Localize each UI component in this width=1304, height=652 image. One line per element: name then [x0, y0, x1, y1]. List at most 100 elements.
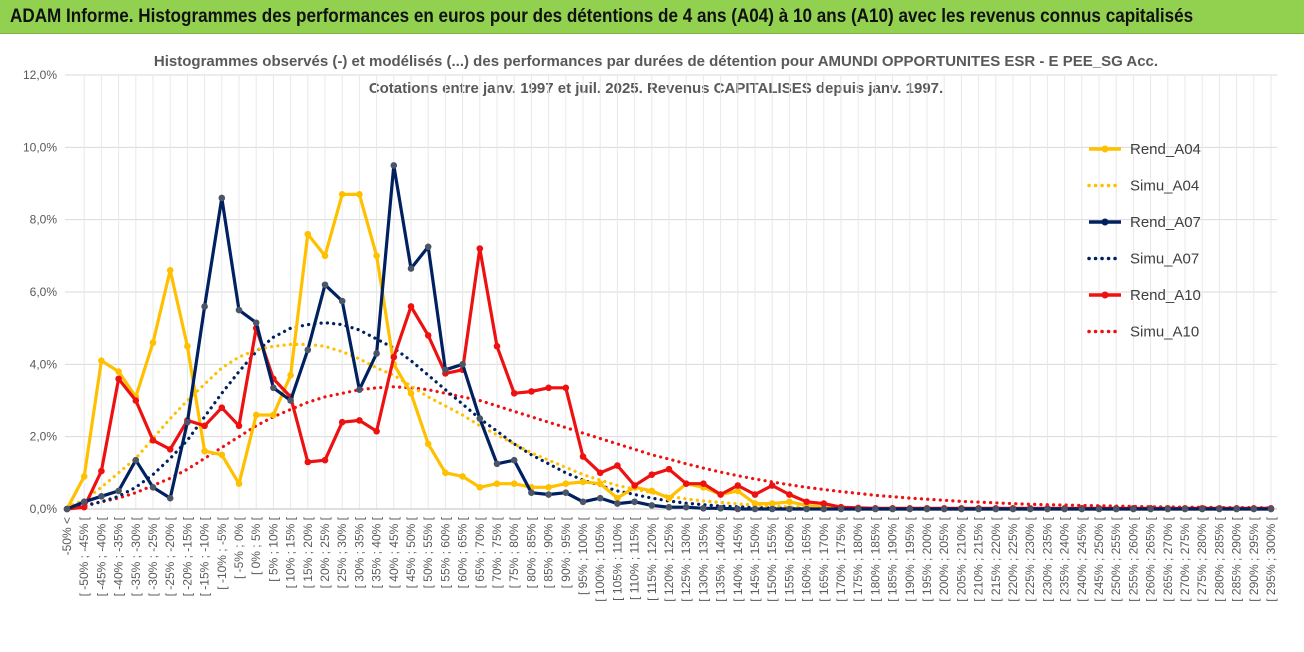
data-point [442, 469, 449, 477]
data-point [768, 482, 776, 489]
data-point [390, 162, 398, 169]
data-point [373, 252, 380, 260]
x-tick-label: [ 25% ; 30% [ [335, 516, 349, 588]
data-point [493, 480, 501, 487]
data-point [1112, 505, 1120, 513]
series-rend-a07 [63, 162, 1275, 513]
data-point [700, 504, 707, 512]
data-point [407, 303, 415, 310]
legend-label: Rend_A07 [1130, 214, 1201, 231]
legend-label: Rend_A04 [1130, 141, 1201, 158]
data-point [132, 397, 140, 404]
x-tick-label: [ 60% ; 65% [ [456, 516, 470, 588]
data-point [166, 267, 174, 274]
data-point [682, 503, 690, 511]
data-point [648, 487, 656, 495]
data-point [115, 487, 122, 495]
y-tick-label: 10,0% [23, 140, 57, 154]
data-point [356, 417, 363, 424]
data-point [1216, 505, 1223, 513]
data-point [442, 366, 449, 374]
data-point [579, 478, 587, 486]
data-point [510, 389, 518, 397]
x-tick-label: [ 205% ; 210% [ [954, 516, 968, 601]
x-tick-label: [ 140% ; 145% [ [731, 516, 745, 601]
x-tick-label: [ 75% ; 80% [ [507, 516, 521, 588]
data-point [63, 505, 71, 513]
x-tick-label: [ -35% ; -30% [ [129, 516, 143, 596]
y-tick-label: 2,0% [30, 430, 58, 444]
data-point [407, 389, 415, 397]
data-point [235, 422, 243, 430]
x-tick-label: [ 120% ; 125% [ [662, 516, 676, 601]
x-tick-label: [ 105% ; 110% [ [610, 516, 624, 600]
y-tick-label: 12,0% [23, 68, 57, 82]
x-tick-label: [ 55% ; 60% [ [438, 516, 452, 588]
data-point [562, 480, 570, 487]
legend-item-simu-a04: Simu_A04 [1087, 178, 1199, 195]
x-axis: -50% <[ -50% ; -45% [[ -45% ; -40% [[ -4… [60, 516, 1278, 601]
y-axis: 0,0% 2,0% 4,0% 6,0% 8,0% 10,0% 12,0% [23, 68, 57, 516]
data-point [631, 482, 638, 489]
data-point [115, 368, 122, 375]
data-point [562, 384, 570, 392]
data-point [820, 500, 828, 507]
data-point [717, 504, 724, 512]
data-point [235, 480, 243, 487]
data-point [1198, 505, 1206, 513]
x-tick-label: [ -45% ; -40% [ [94, 516, 108, 596]
data-point [338, 418, 346, 426]
data-point [854, 505, 862, 513]
chart-title: Histogrammes observés (-) et modélisés (… [154, 53, 1158, 70]
x-tick-label: [ 85% ; 90% [ [542, 516, 556, 588]
data-point [1078, 505, 1086, 513]
data-point [287, 371, 294, 379]
data-point [149, 339, 157, 346]
x-tick-label: [ -5% ; 0% [ [232, 516, 246, 579]
data-point [201, 303, 208, 310]
legend-item-rend-a07: Rend_A07 [1089, 214, 1201, 231]
data-point [717, 491, 724, 498]
data-point [356, 191, 363, 198]
data-point [1009, 505, 1017, 513]
data-point [528, 388, 535, 395]
x-tick-label: [ 145% ; 150% [ [748, 516, 762, 601]
data-point [98, 467, 105, 475]
data-point [338, 191, 346, 198]
x-tick-label: [ 10% ; 15% [ [284, 516, 298, 588]
x-tick-label: [ 280% ; 285% [ [1212, 516, 1226, 601]
data-point [510, 480, 518, 487]
data-point [166, 494, 174, 502]
data-point [906, 505, 914, 513]
data-point [665, 465, 673, 473]
data-point [872, 505, 879, 513]
data-point [80, 473, 88, 480]
data-point [648, 471, 656, 478]
data-point [786, 505, 793, 513]
data-point [614, 462, 621, 469]
x-tick-label: [ 190% ; 195% [ [903, 516, 917, 601]
x-tick-label: [ 125% ; 130% [ [679, 516, 693, 601]
data-point [149, 436, 157, 444]
performance-histogram-chart: Histogrammes observés (-) et modélisés (… [23, 53, 1278, 602]
x-tick-label: [ 40% ; 45% [ [387, 516, 401, 588]
x-tick-label: [ 265% ; 270% [ [1161, 516, 1175, 601]
data-point [545, 484, 552, 491]
x-tick-label: [ 65% ; 70% [ [473, 516, 487, 588]
x-tick-label: [ 285% ; 290% [ [1230, 516, 1244, 601]
legend-marker [1101, 218, 1109, 226]
data-point [459, 473, 466, 480]
x-tick-label: [ 230% ; 235% [ [1040, 516, 1054, 601]
x-tick-label: [ 175% ; 180% [ [851, 516, 865, 601]
x-tick-label: [ -20% ; -15% [ [180, 516, 194, 596]
legend-item-rend-a10: Rend_A10 [1089, 287, 1201, 304]
gridlines [65, 74, 1277, 510]
data-point [218, 451, 226, 459]
legend-item-simu-a07: Simu_A07 [1087, 251, 1199, 268]
x-tick-label: [ 195% ; 200% [ [920, 516, 934, 601]
x-tick-label: [ 170% ; 175% [ [834, 516, 848, 601]
y-tick-label: 4,0% [30, 357, 58, 371]
x-tick-label: [ 155% ; 160% [ [782, 516, 796, 601]
data-point [786, 491, 793, 498]
x-tick-label: [ 235% ; 240% [ [1058, 516, 1072, 601]
